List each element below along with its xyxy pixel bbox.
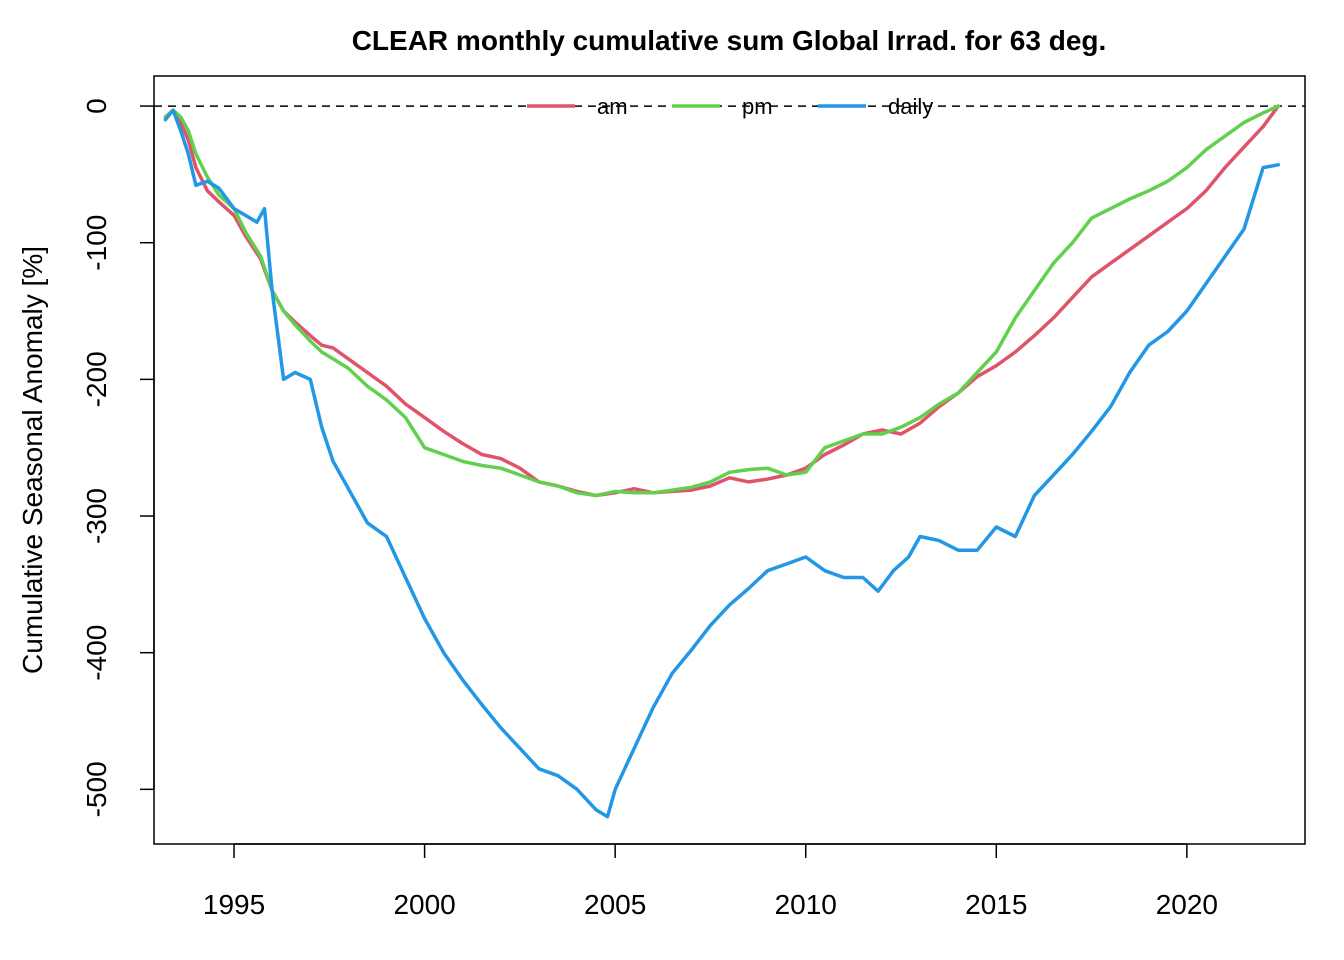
plot-frame xyxy=(153,75,1306,845)
y-tick-label: -200 xyxy=(81,351,112,407)
series-layer xyxy=(163,104,1281,819)
y-tick-label: -500 xyxy=(81,761,112,817)
y-tick-label: -100 xyxy=(81,215,112,271)
chart-title: CLEAR monthly cumulative sum Global Irra… xyxy=(352,25,1107,56)
x-tick-label: 2020 xyxy=(1156,889,1218,920)
y-tick-label: -300 xyxy=(81,488,112,544)
x-axis: 1995 2000 2005 2010 2015 2020 xyxy=(203,843,1218,920)
y-axis: 0 -100 -200 -300 -400 -500 xyxy=(81,98,155,817)
series-line-daily xyxy=(163,108,1281,819)
legend-label-am: am xyxy=(597,94,628,119)
x-tick-label: 2000 xyxy=(393,889,455,920)
legend-label-daily: daily xyxy=(888,94,933,119)
x-tick-label: 2005 xyxy=(584,889,646,920)
x-tick-label: 1995 xyxy=(203,889,265,920)
y-axis-label: Cumulative Seasonal Anomaly [%] xyxy=(17,246,48,674)
series-line-am xyxy=(163,104,1281,498)
y-tick-label: -400 xyxy=(81,625,112,681)
series-line-pm xyxy=(163,104,1281,498)
x-tick-label: 2010 xyxy=(775,889,837,920)
y-tick-label: 0 xyxy=(81,98,112,114)
legend-label-pm: pm xyxy=(742,94,773,119)
legend: am pm daily xyxy=(527,94,933,119)
x-tick-label: 2015 xyxy=(965,889,1027,920)
